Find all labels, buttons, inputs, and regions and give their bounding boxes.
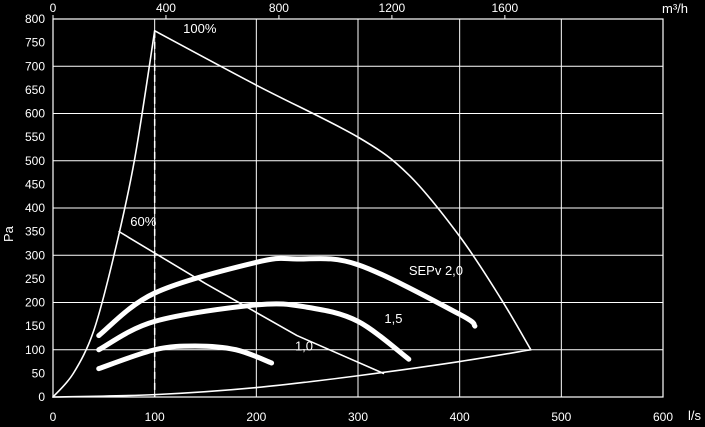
- x-tick-label: 100: [145, 410, 165, 424]
- x-tick-label: 200: [246, 410, 266, 424]
- series-line-5: [96, 301, 412, 362]
- x-tick-label: 300: [348, 410, 368, 424]
- y-tick-label: 0: [38, 390, 45, 404]
- x-axis-label: l/s: [688, 408, 702, 423]
- plot-frame: [52, 18, 664, 398]
- top-tick-label: 0: [50, 1, 57, 15]
- top-tick-label: 1200: [379, 1, 406, 15]
- y-tick-label: 200: [25, 296, 45, 310]
- y-tick-label: 800: [25, 12, 45, 26]
- y-tick-label: 750: [25, 36, 45, 50]
- top-tick-label: 1600: [492, 1, 519, 15]
- y-tick-label: 300: [25, 248, 45, 262]
- x-tick-label: 600: [653, 410, 673, 424]
- curve-annotation: 1,5: [384, 311, 402, 326]
- y-tick-label: 500: [25, 154, 45, 168]
- x-tick-label: 400: [450, 410, 470, 424]
- series-line-1: [52, 30, 156, 398]
- y-tick-label: 350: [25, 225, 45, 239]
- top-tick-label: 400: [156, 1, 176, 15]
- annotations: 100% 60% SEPv 2,0 1,5 1,0: [130, 21, 463, 354]
- y-tick-label: 250: [25, 272, 45, 286]
- tick-labels: 0 100 200 300 400 500 600 0 50 100 150 200 250 300 350…: [25, 1, 673, 424]
- top-tick-label: 800: [269, 1, 289, 15]
- top-axis-label: m³/h: [662, 1, 688, 16]
- y-axis-label: Pa: [1, 225, 16, 242]
- series-line-2: [52, 348, 532, 398]
- curve-annotation: 100%: [183, 21, 217, 36]
- x-tick-label: 500: [551, 410, 571, 424]
- y-tick-label: 400: [25, 201, 45, 215]
- y-tick-label: 550: [25, 130, 45, 144]
- x-tick-label: 0: [50, 410, 57, 424]
- series-line-6: [96, 343, 275, 372]
- series-line-4: [96, 255, 478, 339]
- series-line-3: [118, 230, 385, 375]
- y-tick-label: 450: [25, 177, 45, 191]
- y-tick-label: 50: [32, 366, 46, 380]
- y-tick-label: 600: [25, 107, 45, 121]
- curves: [52, 30, 532, 398]
- series-line-0: [153, 30, 532, 351]
- curve-annotation: SEPv 2,0: [409, 263, 463, 278]
- y-tick-label: 150: [25, 319, 45, 333]
- y-tick-label: 650: [25, 83, 45, 97]
- y-tick-label: 100: [25, 343, 45, 357]
- curve-annotation: 1,0: [295, 339, 313, 354]
- y-tick-label: 700: [25, 59, 45, 73]
- curve-annotation: 60%: [130, 214, 156, 229]
- grid: [52, 15, 664, 398]
